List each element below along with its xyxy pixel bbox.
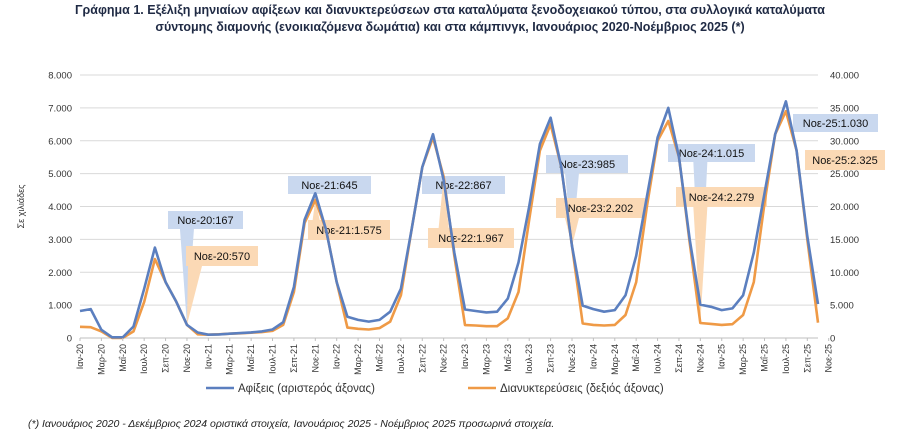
x-axis: Ιαν-20 Μαρ-20 Μαΐ-20 Ιουλ-20 Σεπ-20 Νοε-20 Ιαν… — [75, 338, 834, 375]
x-tick-label: Ιουλ-25 — [781, 344, 791, 374]
x-tick-label: Ιουλ-20 — [139, 344, 149, 374]
x-tick-label: Σεπ-25 — [802, 344, 812, 373]
x-tick-label: Μαΐ-25 — [760, 344, 770, 372]
x-tick-label: Ιουλ-21 — [268, 344, 278, 374]
arrivals-callout-label: Νοε-21:645 — [301, 180, 357, 192]
nights-callout — [556, 198, 645, 218]
nights-callout — [428, 228, 514, 248]
x-tick-label: Μαρ-25 — [738, 344, 748, 375]
x-tick-label: Μαΐ-20 — [118, 344, 128, 372]
footnote: (*) Ιανουάριος 2020 - Δεκέμβριος 2024 ορ… — [28, 418, 555, 430]
x-tick-label: Μαρ-21 — [225, 344, 235, 375]
x-tick-label: Μαΐ-22 — [374, 344, 384, 372]
arrivals-callout — [288, 176, 371, 194]
nights-callout-pointer — [693, 207, 708, 324]
x-tick-label: Ιαν-20 — [75, 344, 85, 369]
callouts: Νοε-20:167 Νοε-21:645 Νοε-22:867 Νοε-23:985… — [168, 114, 885, 325]
y-tick-label-left: 5.000 — [48, 169, 72, 180]
x-tick-label: Νοε-24 — [695, 344, 705, 373]
y-tick-label-right: 10.000 — [830, 268, 859, 279]
nights-callout — [805, 150, 885, 170]
y-tick-label-left: 4.000 — [48, 202, 72, 213]
x-tick-label: Σεπ-24 — [674, 344, 684, 373]
chart-title-line-1: Γράφημα 1. Εξέλιξη μηνιαίων αφίξεων και … — [75, 3, 825, 17]
arrivals-callout-label: Νοε-22:867 — [435, 180, 491, 192]
y-tick-label-right: 5.000 — [830, 301, 854, 312]
x-tick-label: Σεπ-21 — [289, 344, 299, 373]
y-tick-label-left: 2.000 — [48, 268, 72, 279]
arrivals-callout — [668, 144, 755, 162]
x-tick-label: Σεπ-22 — [417, 344, 427, 373]
legend-label-arrivals: Αφίξεις (αριστερός άξονας) — [238, 383, 375, 395]
x-tick-label: Νοε-22 — [439, 344, 449, 373]
y-tick-label-right: 40.000 — [830, 71, 859, 82]
x-tick-label: Νοε-23 — [567, 344, 577, 373]
nights-callout-label: Νοε-24:2.279 — [689, 192, 754, 204]
y-tick-label-left: 0 — [67, 334, 72, 345]
nights-callout-pointer — [186, 266, 202, 325]
arrivals-callout — [546, 155, 628, 173]
nights-callout — [308, 220, 390, 240]
x-tick-label: Μαρ-20 — [96, 344, 106, 375]
y-axis-title: Σε χιλιάδες — [16, 184, 26, 229]
x-tick-label: Ιαν-21 — [203, 344, 213, 369]
y-tick-label-left: 8.000 — [48, 71, 72, 82]
x-tick-label: Ιαν-23 — [460, 344, 470, 369]
y-tick-label-right: 20.000 — [830, 202, 859, 213]
x-tick-label: Μαρ-23 — [481, 344, 491, 375]
right-axis-ticks: 0 5.000 10.000 15.000 20.000 25.000 30.000 35.0… — [830, 71, 859, 345]
y-tick-label-right: 35.000 — [830, 103, 859, 114]
x-tick-label: Ιαν-24 — [588, 344, 598, 369]
nights-callout-label: Νοε-23:2.202 — [568, 203, 633, 215]
nights-callout — [676, 187, 767, 207]
x-tick-label: Ιαν-25 — [717, 344, 727, 369]
chart-title: Γράφημα 1. Εξέλιξη μηνιαίων αφίξεων και … — [0, 2, 900, 36]
series-line-arrivals — [79, 100, 820, 339]
left-axis-ticks: 0 1.000 2.000 3.000 4.000 5.000 6.000 7.000 8.00… — [48, 71, 72, 345]
arrivals-callout — [168, 211, 243, 229]
x-tick-label: Σεπ-20 — [161, 344, 171, 373]
x-tick-label: Ιουλ-22 — [396, 344, 406, 374]
legend: Αφίξεις (αριστερός άξονας) Διανυκτερεύσει… — [206, 383, 664, 395]
nights-callout-label: Νοε-21:1.575 — [316, 225, 381, 237]
nights-callout-label: Νοε-20:570 — [194, 251, 250, 263]
arrivals-callout — [793, 114, 878, 132]
y-tick-label-right: 30.000 — [830, 136, 859, 147]
x-tick-label: Νοε-20 — [182, 344, 192, 373]
arrivals-callout-label: Νοε-23:985 — [559, 159, 615, 171]
y-tick-label-left: 1.000 — [48, 301, 72, 312]
y-tick-label-right: 15.000 — [830, 235, 859, 246]
x-tick-label: Ιαν-22 — [332, 344, 342, 369]
arrivals-callout-label: Νοε-20:167 — [177, 215, 233, 227]
chart-title-line-2: σύντομης διαμονής (ενοικιαζόμενα δωμάτια… — [155, 20, 745, 34]
y-tick-label-right: 0 — [830, 334, 835, 345]
y-tick-label-left: 3.000 — [48, 235, 72, 246]
y-tick-label-right: 25.000 — [830, 169, 859, 180]
nights-callout-label: Νοε-25:2.325 — [812, 155, 877, 167]
x-tick-label: Μαΐ-23 — [503, 344, 513, 372]
arrivals-callout-label: Νοε-24:1.015 — [679, 148, 744, 160]
x-tick-label: Ιουλ-24 — [653, 344, 663, 374]
y-tick-label-left: 7.000 — [48, 103, 72, 114]
series-lines — [79, 100, 820, 340]
nights-callout-label: Νοε-22:1.967 — [438, 233, 503, 245]
x-tick-label: Μαρ-22 — [353, 344, 363, 375]
x-tick-label: Μαΐ-24 — [631, 344, 641, 372]
arrivals-callout-label: Νοε-25:1.030 — [803, 118, 868, 130]
x-tick-label: Μαρ-24 — [610, 344, 620, 375]
y-tick-label-left: 6.000 — [48, 136, 72, 147]
x-tick-label: Νοε-25 — [824, 344, 834, 373]
x-tick-label: Ιουλ-23 — [524, 344, 534, 374]
legend-label-nights: Διανυκτερεύσεις (δεξιός άξονας) — [500, 383, 664, 395]
x-tick-label: Μαΐ-21 — [246, 344, 256, 372]
x-tick-label: Σεπ-23 — [546, 344, 556, 373]
nights-callout — [186, 246, 258, 266]
x-tick-label: Νοε-21 — [310, 344, 320, 373]
